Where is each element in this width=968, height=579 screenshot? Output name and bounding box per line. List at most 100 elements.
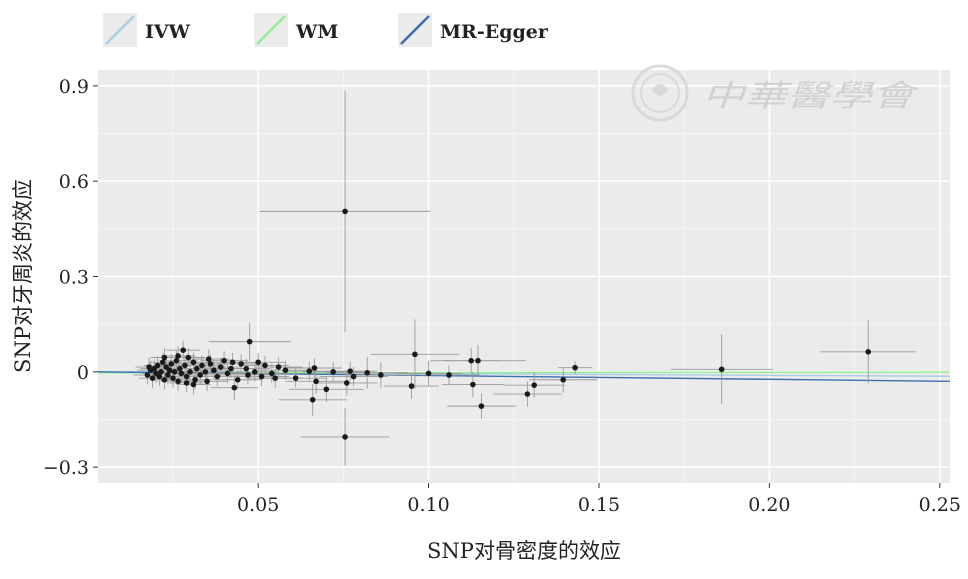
x-tick-label: 0.10	[407, 494, 449, 516]
data-point	[313, 378, 319, 385]
data-point	[231, 384, 238, 391]
data-point	[153, 370, 159, 377]
data-point	[211, 367, 217, 374]
data-point	[161, 376, 168, 383]
y-tick-label: 0.9	[59, 76, 89, 98]
data-point	[176, 365, 183, 372]
data-point	[192, 376, 198, 383]
data-point	[183, 380, 190, 386]
grid	[98, 70, 950, 483]
data-point	[185, 354, 192, 361]
data-point	[251, 369, 258, 375]
data-point	[470, 381, 476, 388]
data-point	[190, 381, 197, 388]
data-point	[197, 372, 204, 378]
legend-key-line	[105, 15, 135, 45]
data-point	[306, 368, 313, 374]
data-point	[199, 362, 205, 369]
data-point	[183, 373, 190, 380]
data-point	[234, 376, 241, 383]
data-point	[272, 375, 279, 381]
data-point	[311, 365, 318, 371]
data-point	[478, 403, 485, 409]
data-point	[163, 364, 169, 370]
data-point	[572, 364, 578, 371]
legend-key-line	[256, 15, 286, 45]
data-point	[161, 354, 168, 361]
data-point	[190, 359, 197, 366]
y-tick-label: 0.3	[59, 267, 89, 289]
data-point	[718, 366, 725, 373]
data-point	[269, 370, 275, 377]
data-point	[524, 391, 531, 397]
data-point	[146, 364, 152, 370]
data-point	[258, 373, 265, 380]
data-point	[238, 361, 244, 367]
data-point	[170, 375, 176, 381]
data-point	[275, 364, 282, 370]
data-point	[343, 380, 350, 386]
data-point	[171, 369, 178, 375]
data-point	[149, 375, 156, 381]
legend-item-mr-egger: MR-Egger	[398, 13, 549, 47]
legend-item-ivw: IVW	[103, 13, 191, 47]
data-point	[342, 208, 348, 215]
seal-circle	[631, 64, 689, 122]
seal-emblem	[652, 84, 668, 96]
data-point	[228, 365, 234, 372]
legend-label: MR-Egger	[440, 21, 549, 43]
data-point	[187, 369, 193, 375]
watermark-logo: 中華醫學會	[631, 64, 920, 122]
x-tick-label: 0.20	[748, 494, 790, 516]
data-point	[205, 356, 212, 362]
data-point	[531, 382, 538, 388]
watermark-text: 中華醫學會	[702, 79, 920, 114]
x-tick-label: 0.15	[578, 494, 620, 516]
data-point	[144, 372, 151, 378]
data-point	[560, 376, 566, 383]
data-point	[207, 361, 214, 367]
data-point	[245, 372, 251, 378]
y-axis: 0.9 0.6 0.3 0 −0.3	[43, 76, 98, 479]
data-point	[175, 378, 181, 385]
x-axis-title: SNP对骨密度的效应	[427, 539, 621, 563]
data-point	[221, 357, 227, 364]
y-axis-title: SNP对牙周炎的效应	[11, 179, 35, 373]
data-point	[214, 373, 221, 380]
data-point	[446, 372, 452, 378]
data-point	[865, 348, 872, 355]
legend-key-line	[400, 15, 430, 45]
data-point	[243, 365, 250, 372]
data-point	[202, 369, 209, 375]
x-tick-label: 0.05	[237, 494, 279, 516]
data-point	[364, 369, 371, 376]
data-point	[159, 359, 166, 366]
data-point	[347, 368, 353, 374]
data-point	[246, 338, 253, 345]
data-point	[262, 362, 268, 369]
data-point	[309, 396, 316, 403]
data-point	[282, 367, 289, 374]
data-point	[292, 375, 299, 381]
y-tick-label: 0	[77, 362, 89, 384]
data-point	[180, 347, 186, 354]
data-point	[412, 351, 418, 358]
x-axis: 0.05 0.10 0.15 0.20 0.25	[237, 483, 961, 516]
y-tick-label: −0.3	[43, 457, 89, 479]
legend-item-wm: WM	[254, 13, 338, 47]
data-point	[158, 369, 164, 375]
data-point	[475, 357, 481, 364]
data-point	[224, 370, 231, 377]
x-tick-label: 0.25	[919, 494, 961, 516]
data-point	[323, 386, 330, 393]
y-tick-label: 0.6	[59, 171, 89, 193]
data-point	[342, 434, 348, 440]
legend-label: WM	[295, 21, 338, 43]
data-point	[408, 383, 415, 389]
data-point	[165, 372, 171, 378]
data-point	[350, 373, 357, 380]
data-point	[330, 369, 336, 375]
data-point	[468, 357, 474, 364]
data-point	[194, 365, 200, 372]
